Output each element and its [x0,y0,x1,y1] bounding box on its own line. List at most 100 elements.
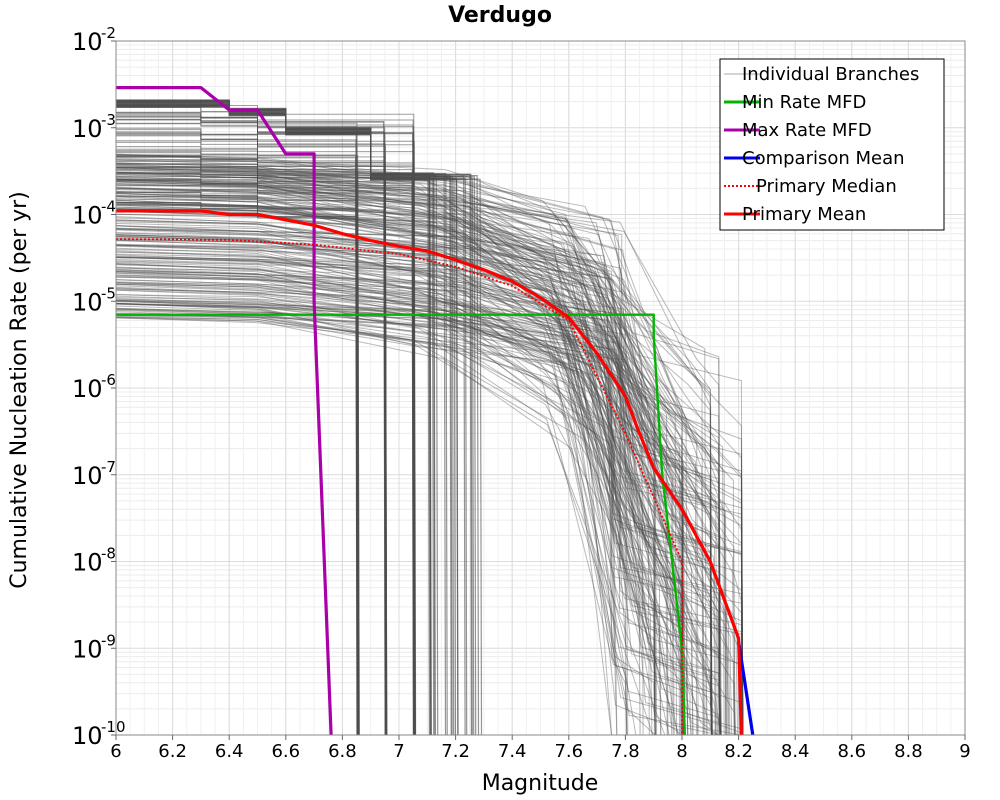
x-axis-ticks: 6 6.2 6.4 6.6 6.8 7 7.2 7.4 7.6 7.8 8 8.2 8.4 8.6 8.8 9 [110,735,971,762]
branch-line [115,303,744,736]
x-tick-label: 7 [393,741,404,762]
branch-line [115,316,721,736]
legend-label: Comparison Mean [742,148,905,169]
branch-line [115,271,721,736]
y-tick-exponent: -9 [101,631,116,649]
branch-line [115,189,721,736]
branch-line [115,300,684,736]
branch-line [115,178,713,736]
branch-line [115,228,713,736]
branch-line [115,244,684,736]
branch-line [115,171,684,736]
branch-line [115,201,684,736]
y-tick-exponent: -2 [101,24,116,42]
branch-line [115,206,729,736]
branch-line [115,190,644,736]
branch-line [115,259,721,736]
y-tick-label: 10 [72,28,103,56]
branch-line [115,199,731,736]
branch-line [115,236,656,736]
branch-line [116,202,360,736]
x-tick-label: 7.4 [498,741,527,762]
y-axis-label: Cumulative Nucleation Rate (per yr) [7,191,32,589]
branch-line [115,244,684,736]
x-axis-label: Magnitude [482,771,599,796]
branch-line [115,179,684,736]
branch-line [115,186,744,736]
branch-line [115,183,713,736]
branch-line [115,172,713,736]
branch-line [115,250,684,736]
branch-line [115,303,684,736]
branch-line [115,163,628,736]
branch-line [115,184,744,736]
branch-line [115,192,744,736]
branch-line [115,283,714,736]
branch-line [115,184,688,736]
y-tick-exponent: -10 [101,718,126,736]
branch-line [115,286,721,736]
branch-line [115,204,713,736]
branch-line [115,167,727,736]
branch-line [115,232,689,736]
branch-line [115,270,727,736]
y-tick-exponent: -5 [101,284,116,302]
branch-line [115,172,668,736]
branch-line [115,268,744,736]
branch-line [115,162,744,736]
branch-line [115,171,744,736]
branch-line [115,272,744,736]
branch-line [115,270,713,736]
branch-line [115,157,721,736]
chart-title: Verdugo [448,3,552,28]
branch-line [115,239,721,736]
branch-line [115,263,721,736]
branch-line [115,317,694,736]
y-tick-label: 10 [72,288,103,316]
branch-line [115,269,675,736]
branch-line [115,179,713,736]
branch-line [115,314,684,736]
branch-line [115,228,686,736]
branch-line [115,294,728,736]
branch-line [115,274,684,736]
legend-label: Primary Mean [742,204,866,225]
branch-line [116,140,387,736]
branch-line [115,170,684,736]
branch-line [115,166,744,736]
y-tick-label: 10 [72,549,103,577]
branch-line [115,204,721,736]
branch-line [115,274,698,736]
branch-line [115,249,721,736]
branch-line [115,201,694,736]
x-tick-label: 7.6 [554,741,583,762]
branch-line [115,168,721,736]
branch-line [115,243,716,736]
branch-line [115,303,713,736]
x-tick-label: 6.6 [271,741,300,762]
branch-line [115,220,689,736]
branch-line [115,162,733,736]
branch-line [115,195,629,736]
branch-line [115,210,682,736]
branch-line [115,234,713,736]
branch-line [115,276,721,736]
branch-line [115,232,721,736]
branch-line [115,202,744,736]
branch-line [115,154,718,736]
branch-line [115,294,727,736]
branch-line [115,181,684,736]
y-tick-label: 10 [72,115,103,143]
branch-line [115,198,721,736]
branch-line [115,219,721,736]
branch-line [115,302,713,736]
branch-line [115,188,656,736]
branch-line [115,271,708,736]
branch-line [115,288,713,736]
branch-line [115,193,684,736]
branch-line [115,316,683,736]
x-tick-label: 6.4 [215,741,244,762]
branch-line [115,195,684,736]
branch-line [115,208,684,736]
